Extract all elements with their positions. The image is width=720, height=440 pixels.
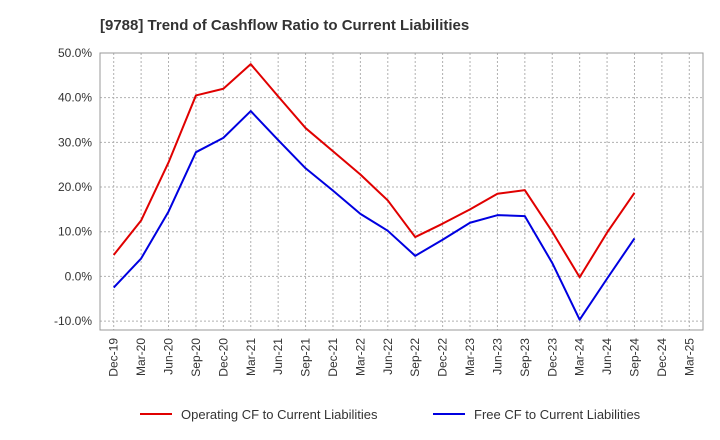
x-tick-label: Sep-22 (408, 338, 422, 377)
legend: Operating CF to Current Liabilities Free… (140, 407, 641, 422)
series-line-1 (112, 110, 636, 321)
x-tick-label: Jun-20 (162, 338, 176, 375)
x-tick-label: Sep-20 (189, 338, 203, 377)
x-tick-label: Mar-24 (573, 338, 587, 376)
y-axis: 50.0% 40.0% 30.0% 20.0% 10.0% 0.0% -10.0% (54, 46, 92, 328)
x-tick-label: Jun-22 (381, 338, 395, 375)
x-tick-label: Dec-20 (216, 338, 230, 377)
y-tick-label: 40.0% (58, 91, 92, 105)
x-tick-label: Dec-23 (545, 338, 559, 377)
x-tick-label: Mar-23 (463, 338, 477, 376)
x-tick-label: Dec-21 (326, 338, 340, 377)
x-tick-label: Sep-21 (299, 338, 313, 377)
x-tick-label: Mar-21 (244, 338, 258, 376)
x-tick-label: Dec-24 (655, 338, 669, 377)
x-tick-label: Mar-20 (134, 338, 148, 376)
series-line-0 (112, 63, 636, 279)
y-tick-label: -10.0% (54, 314, 92, 328)
x-tick-label: Jun-23 (490, 338, 504, 375)
y-tick-label: 0.0% (65, 269, 93, 283)
y-tick-label: 10.0% (58, 225, 92, 239)
y-tick-label: 50.0% (58, 46, 92, 60)
legend-label-free: Free CF to Current Liabilities (474, 407, 641, 422)
x-tick-label: Mar-25 (682, 338, 696, 376)
grid (100, 52, 703, 330)
x-tick-label: Jun-21 (271, 338, 285, 375)
y-tick-label: 30.0% (58, 135, 92, 149)
plot-frame (99, 52, 704, 331)
x-axis: Dec-19 Mar-20 Jun-20 Sep-20 Dec-20 Mar-21 Jun-… (107, 338, 697, 377)
y-tick-label: 20.0% (58, 180, 92, 194)
x-tick-label: Sep-24 (627, 338, 641, 377)
x-tick-label: Mar-22 (353, 338, 367, 376)
legend-label-operating: Operating CF to Current Liabilities (181, 407, 378, 422)
x-tick-label: Jun-24 (600, 338, 614, 375)
chart-title: [9788] Trend of Cashflow Ratio to Curren… (100, 17, 469, 34)
x-tick-label: Dec-19 (107, 338, 121, 377)
x-tick-label: Dec-22 (436, 338, 450, 377)
x-tick-label: Sep-23 (518, 338, 532, 377)
series-layer (112, 63, 636, 321)
